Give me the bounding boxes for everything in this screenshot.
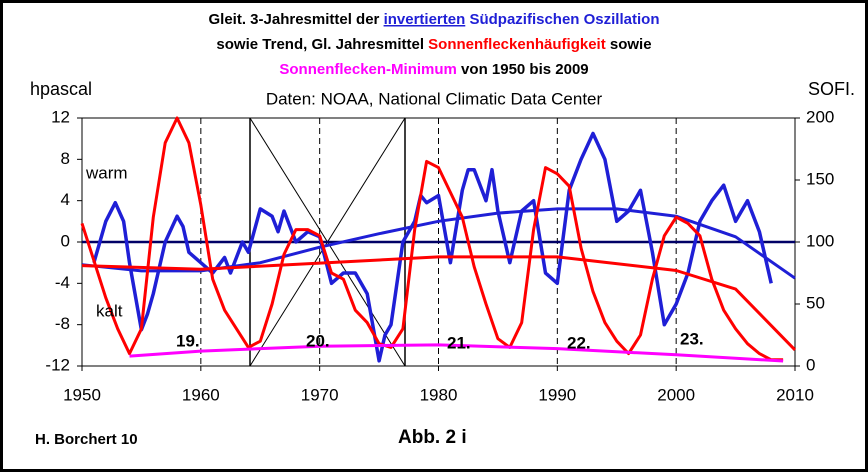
y-tick-label: -12	[45, 355, 70, 374]
series-line	[80, 116, 784, 362]
y-axis-label: hpascal	[30, 79, 92, 99]
annotation: 23.	[680, 329, 704, 348]
annotation: 19.	[176, 331, 200, 350]
x-tick-label: 1990	[538, 385, 576, 404]
chart-title: Sonnenflecken-Minimum von 1950 bis 2009	[279, 61, 588, 78]
y-tick-label: 0	[61, 231, 70, 250]
y2-tick-label: 200	[806, 107, 834, 126]
subtitle: Daten: NOAA, National Climatic Data Cent…	[266, 89, 603, 108]
chart-title: Gleit. 3-Jahresmittel der invertierten S…	[209, 11, 660, 28]
x-tick-label: 1960	[182, 385, 220, 404]
title-segment: von 1950 bis 2009	[457, 61, 589, 78]
title-segment: sowie Trend, Gl. Jahresmittel	[216, 36, 428, 53]
annotation: warm	[85, 163, 128, 182]
annotation: 20.	[306, 331, 330, 350]
annotation: 22.	[567, 333, 591, 352]
series-line	[81, 255, 797, 351]
y-tick-label: 4	[61, 190, 70, 209]
title-segment: Südpazifischen Oszillation	[465, 11, 659, 28]
series-line	[129, 343, 784, 363]
y-tick-label: -4	[55, 273, 70, 292]
annotation: 21.	[447, 333, 471, 352]
chart-title: sowie Trend, Gl. Jahresmittel Sonnenflec…	[216, 36, 651, 53]
annotation: Abb. 2 i	[398, 427, 467, 448]
title-segment: Sonnenflecken-Minimum	[279, 61, 457, 78]
x-tick-label: 1980	[420, 385, 458, 404]
y2-axis-label: SOFI.	[808, 79, 855, 99]
y2-tick-label: 50	[806, 293, 825, 312]
x-tick-label: 1970	[301, 385, 339, 404]
y-tick-label: 12	[51, 107, 70, 126]
y2-tick-label: 0	[806, 355, 815, 374]
annotation: kalt	[96, 301, 123, 320]
y-tick-label: -8	[55, 314, 70, 333]
x-tick-label: 2000	[657, 385, 695, 404]
title-segment: sowie	[606, 36, 652, 53]
annotation: H. Borchert 10	[35, 431, 138, 448]
title-segment: Sonnenfleckenhäufigkeit	[428, 36, 606, 53]
x-tick-label: 2010	[776, 385, 814, 404]
title-segment: invertierten	[384, 11, 466, 28]
y2-tick-label: 100	[806, 231, 834, 250]
title-segment: Gleit. 3-Jahresmittel der	[209, 11, 384, 28]
y2-tick-label: 150	[806, 169, 834, 188]
y-tick-label: 8	[61, 149, 70, 168]
x-tick-label: 1950	[63, 385, 101, 404]
